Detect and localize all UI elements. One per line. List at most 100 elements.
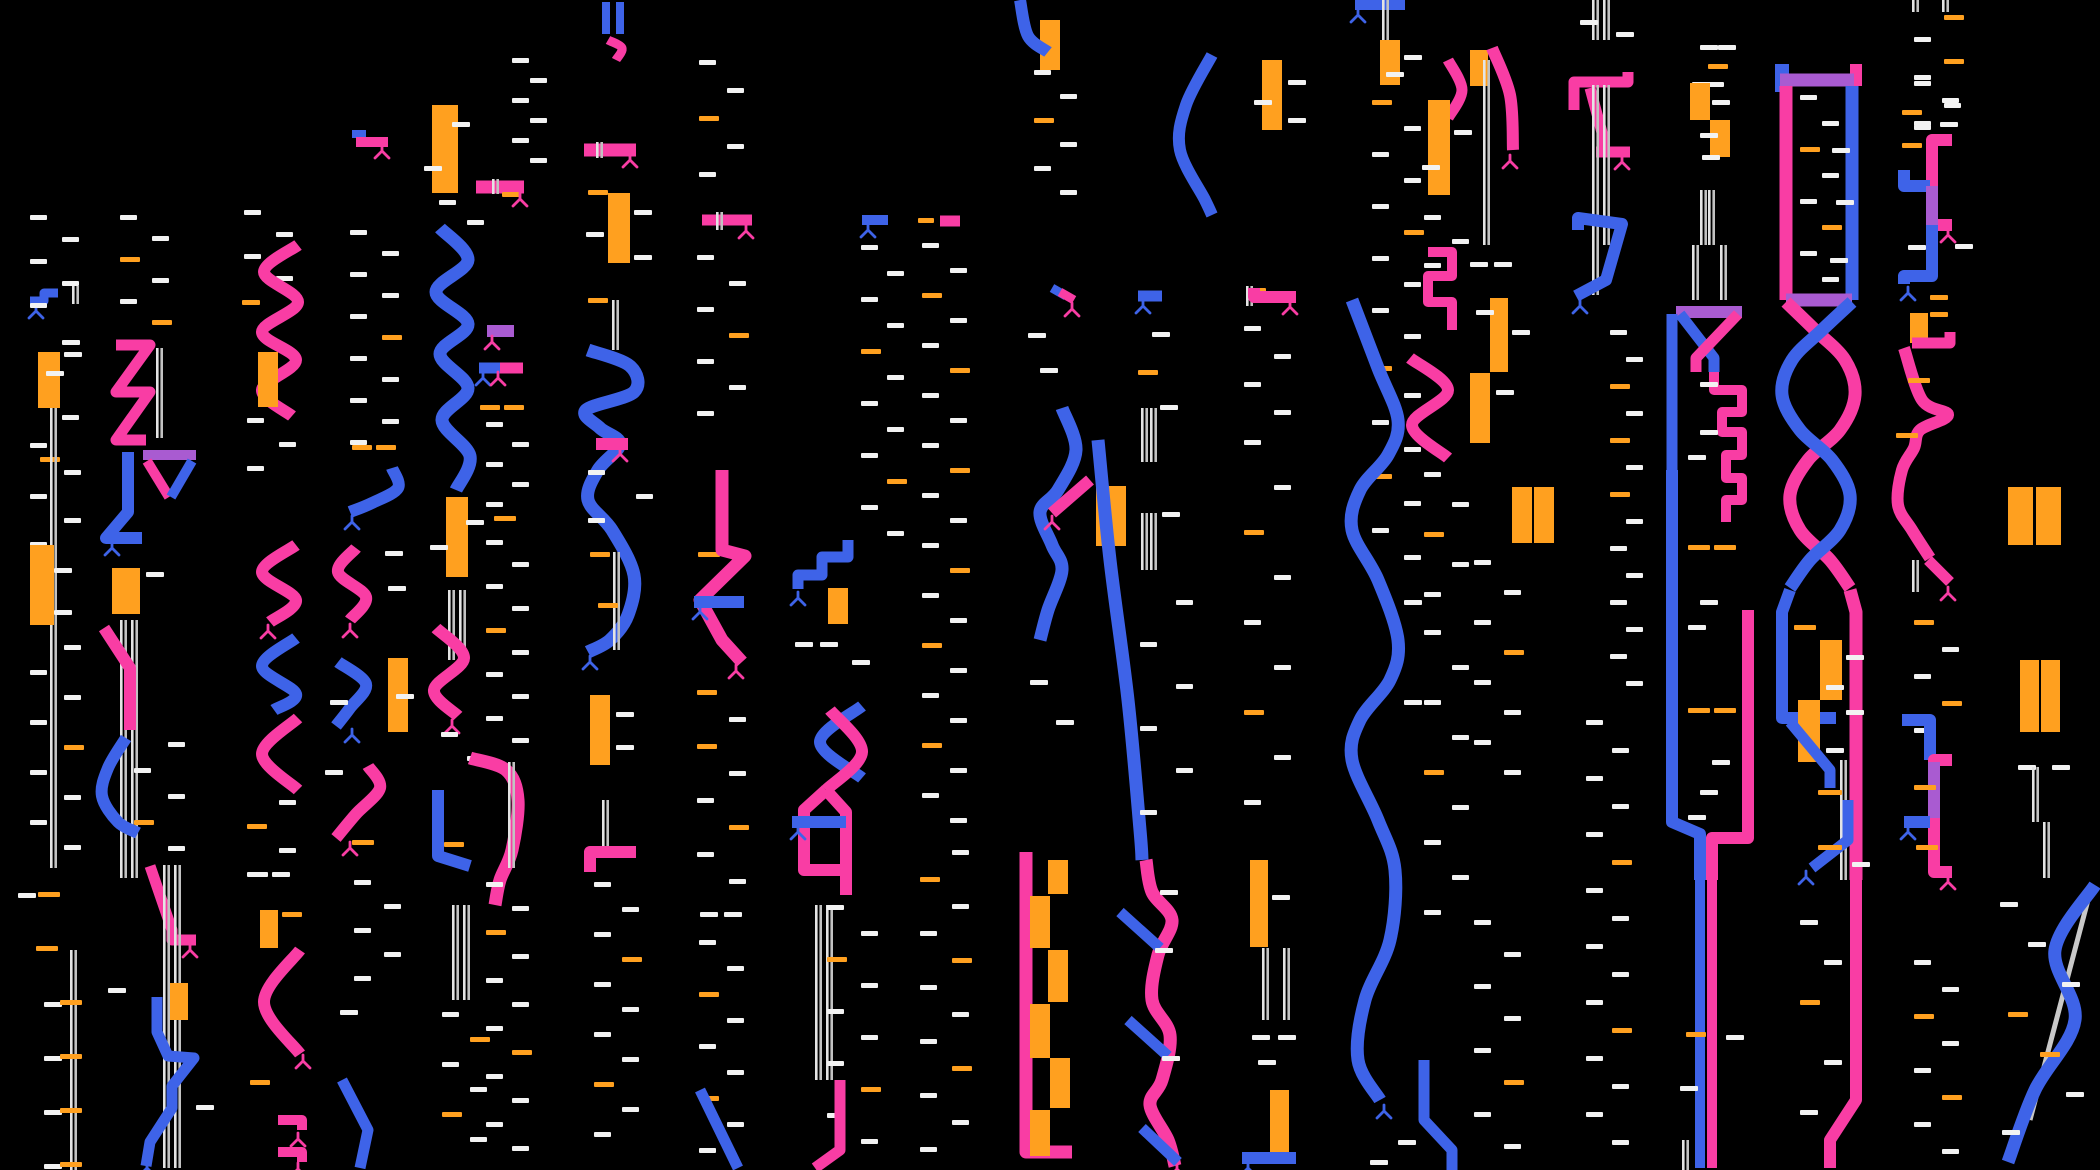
blue-arrow-icon	[789, 590, 807, 607]
white-tick	[1028, 333, 1046, 338]
blue-arrow-icon	[343, 514, 361, 531]
blue-arrow-icon	[1349, 7, 1367, 24]
white-tick	[62, 340, 80, 345]
white-tick	[1700, 600, 1718, 605]
white-tick	[64, 645, 81, 650]
stem-line	[826, 905, 829, 1080]
white-tick	[1700, 790, 1718, 795]
white-tick	[922, 543, 939, 548]
white-tick	[1914, 37, 1931, 42]
white-tick	[530, 78, 547, 83]
pink-ribbon	[256, 540, 302, 627]
white-tick	[1176, 600, 1193, 605]
orange-tick	[1818, 790, 1842, 795]
white-tick	[1512, 330, 1530, 335]
orange-tick	[1914, 1014, 1934, 1019]
white-tick	[700, 912, 718, 917]
orange-tick	[1688, 708, 1710, 713]
stem-line	[1141, 513, 1144, 570]
white-tick	[729, 717, 746, 722]
orange-tick	[120, 257, 140, 262]
stem-line	[613, 552, 616, 650]
white-tick	[1452, 502, 1469, 507]
white-tick	[1914, 125, 1931, 130]
white-tick	[594, 982, 611, 987]
pink-arrow-icon	[489, 370, 507, 387]
white-tick	[486, 672, 503, 677]
white-tick	[861, 931, 878, 936]
stem-line	[1916, 560, 1919, 592]
stem-line	[156, 348, 159, 438]
white-tick	[922, 443, 939, 448]
white-tick	[950, 668, 967, 673]
orange-tick	[504, 405, 524, 410]
white-tick	[30, 215, 47, 220]
white-tick	[1386, 72, 1404, 77]
orange-tick	[1610, 492, 1630, 497]
stem-line	[612, 300, 615, 350]
orange-tick	[922, 743, 942, 748]
white-tick	[729, 281, 746, 286]
pink-arrow-icon	[259, 623, 277, 640]
orange-tick	[952, 958, 972, 963]
stem-line	[2032, 767, 2035, 822]
blue-arrow-icon	[1134, 298, 1152, 315]
white-tick	[1504, 952, 1521, 957]
pink-arrow-icon	[1939, 585, 1957, 602]
stem-line	[459, 590, 462, 660]
white-tick	[1830, 258, 1848, 263]
stem-line	[76, 286, 79, 304]
pink-ribbon	[1406, 353, 1454, 463]
lane-17	[1568, 0, 1643, 1145]
orange-tick	[2040, 1052, 2060, 1057]
white-tick	[950, 618, 967, 623]
note-block	[1470, 373, 1490, 443]
stem-line	[616, 300, 619, 350]
white-tick	[820, 642, 838, 647]
stem-line	[1246, 286, 1249, 306]
white-tick	[887, 427, 904, 432]
white-tick	[1846, 655, 1864, 660]
white-tick	[1942, 1041, 1959, 1046]
orange-tick	[588, 190, 608, 195]
blue-ribbon	[792, 540, 854, 589]
stem-line	[1283, 948, 1286, 1020]
stem-line	[602, 800, 605, 850]
white-tick	[861, 983, 878, 988]
white-tick	[1274, 354, 1291, 359]
white-tick	[1424, 263, 1441, 268]
white-tick	[1288, 118, 1306, 123]
note-block	[1512, 487, 1532, 543]
white-tick	[1470, 262, 1488, 267]
pink-ribbon	[428, 623, 470, 721]
white-tick	[44, 1056, 62, 1061]
white-tick	[1586, 944, 1603, 949]
lane-15	[1406, 57, 1472, 1170]
white-tick	[1700, 382, 1718, 387]
white-tick	[2002, 1130, 2020, 1135]
pink-arrow-icon	[611, 446, 629, 463]
white-tick	[340, 1010, 358, 1015]
orange-tick	[699, 992, 719, 997]
white-tick	[622, 1107, 639, 1112]
white-tick	[1700, 45, 1718, 50]
white-tick	[699, 1148, 716, 1153]
white-tick	[699, 60, 716, 65]
pink-ribbon	[798, 785, 852, 876]
white-tick	[1244, 440, 1261, 445]
blue-ribbon	[1138, 1124, 1182, 1166]
orange-tick	[1138, 370, 1158, 375]
white-tick	[442, 1062, 459, 1067]
pink-ribbon	[1709, 372, 1747, 522]
pink-arrow-icon	[295, 1161, 301, 1170]
white-tick	[1274, 575, 1291, 580]
note-block	[1710, 120, 1730, 157]
stem-line	[135, 620, 138, 878]
stem-line	[1686, 1140, 1689, 1170]
note-block	[1030, 1110, 1050, 1156]
orange-tick	[1244, 710, 1264, 715]
lane-11	[1014, 0, 1094, 1159]
white-tick	[430, 545, 448, 550]
blue-arrow-icon	[691, 604, 709, 621]
pink-arrow-icon	[289, 1131, 307, 1148]
